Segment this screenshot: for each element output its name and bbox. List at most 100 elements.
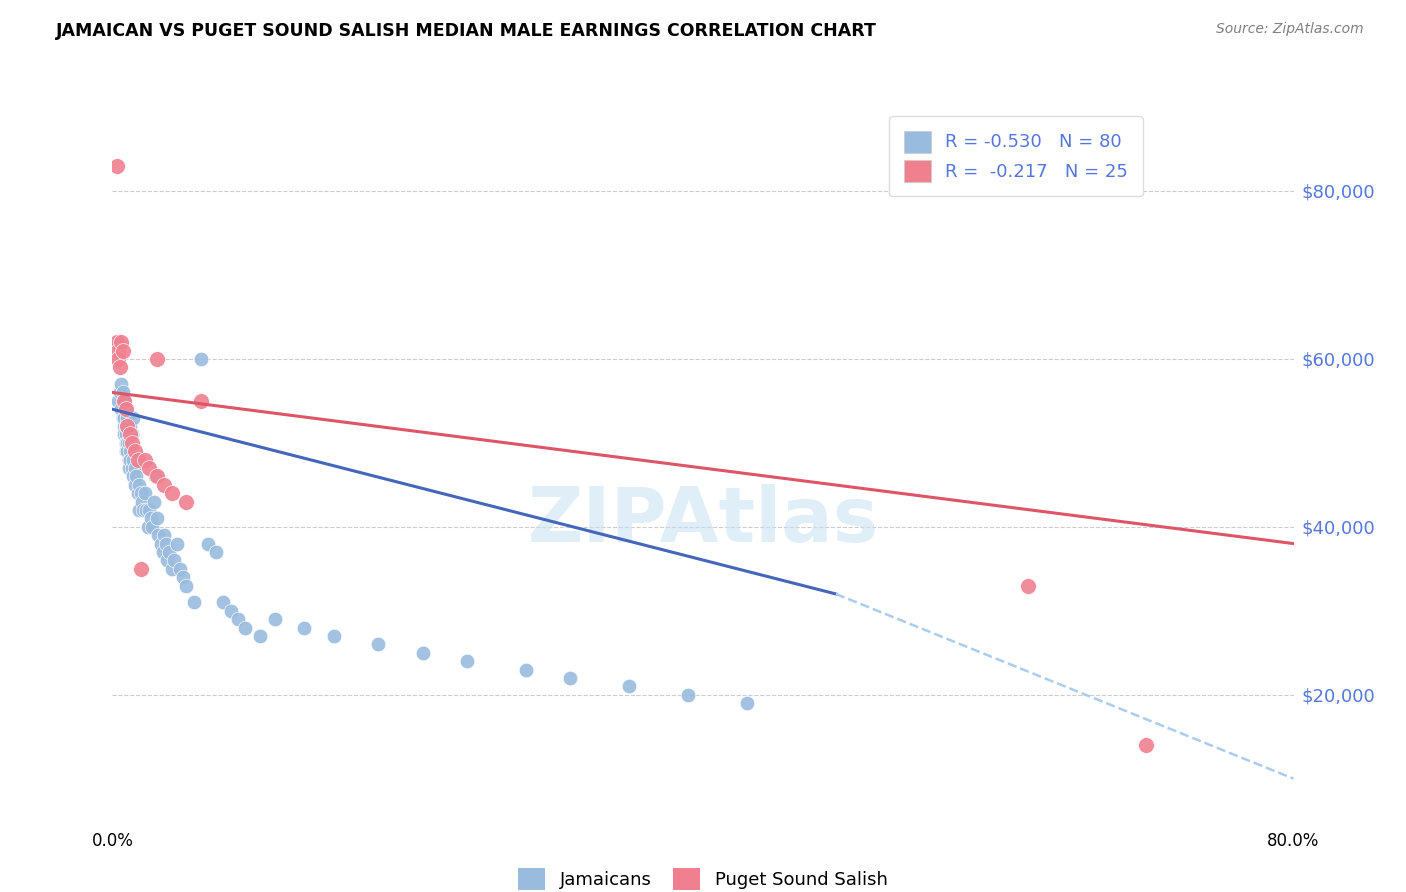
Point — [107, 393, 129, 408]
Point — [111, 385, 134, 400]
Point — [197, 536, 219, 550]
Point — [108, 385, 131, 400]
Point — [112, 427, 135, 442]
Legend: Jamaicans, Puget Sound Salish: Jamaicans, Puget Sound Salish — [510, 861, 896, 892]
Point — [111, 410, 134, 425]
Point — [128, 503, 150, 517]
Point — [172, 570, 194, 584]
Point — [132, 503, 155, 517]
Point — [128, 478, 150, 492]
Point — [127, 452, 149, 467]
Point — [121, 427, 143, 442]
Text: JAMAICAN VS PUGET SOUND SALISH MEDIAN MALE EARNINGS CORRELATION CHART: JAMAICAN VS PUGET SOUND SALISH MEDIAN MA… — [56, 22, 877, 40]
Point — [183, 595, 205, 609]
Point — [122, 410, 145, 425]
Point — [124, 461, 146, 475]
Point — [135, 503, 157, 517]
Point — [515, 663, 537, 677]
Point — [112, 419, 135, 434]
Point — [411, 646, 433, 660]
Point — [264, 612, 287, 626]
Point — [117, 419, 138, 434]
Point — [190, 351, 212, 366]
Point — [160, 486, 183, 500]
Point — [152, 545, 174, 559]
Point — [558, 671, 582, 685]
Point — [134, 486, 156, 500]
Text: Source: ZipAtlas.com: Source: ZipAtlas.com — [1216, 22, 1364, 37]
Point — [120, 444, 142, 458]
Point — [114, 444, 136, 458]
Point — [112, 410, 135, 425]
Point — [121, 435, 143, 450]
Point — [142, 494, 165, 508]
Point — [120, 427, 142, 442]
Point — [249, 629, 271, 643]
Point — [114, 427, 136, 442]
Point — [114, 435, 136, 450]
Point — [1017, 578, 1039, 592]
Point — [107, 351, 129, 366]
Point — [146, 351, 169, 366]
Point — [148, 528, 170, 542]
Point — [117, 435, 138, 450]
Point — [114, 402, 136, 417]
Point — [118, 435, 141, 450]
Point — [155, 536, 177, 550]
Point — [110, 335, 132, 350]
Point — [138, 503, 160, 517]
Point — [156, 553, 179, 567]
Point — [127, 486, 149, 500]
Point — [146, 511, 169, 525]
Point — [141, 520, 163, 534]
Point — [678, 688, 700, 702]
Point — [124, 478, 146, 492]
Text: ZIPAtlas: ZIPAtlas — [527, 484, 879, 558]
Point — [226, 612, 249, 626]
Point — [120, 452, 142, 467]
Point — [160, 562, 183, 576]
Point — [146, 469, 169, 483]
Point — [122, 469, 145, 483]
Point — [125, 469, 148, 483]
Point — [367, 637, 389, 651]
Point — [120, 419, 142, 434]
Point — [323, 629, 346, 643]
Point — [117, 444, 138, 458]
Point — [134, 452, 156, 467]
Point — [112, 393, 135, 408]
Point — [737, 696, 759, 710]
Point — [117, 410, 138, 425]
Point — [166, 536, 188, 550]
Point — [129, 562, 152, 576]
Point — [219, 604, 242, 618]
Point — [143, 469, 166, 483]
Point — [110, 377, 132, 392]
Point — [619, 679, 641, 693]
Point — [153, 478, 176, 492]
Point — [136, 520, 159, 534]
Point — [174, 494, 197, 508]
Point — [153, 528, 176, 542]
Point — [124, 444, 146, 458]
Point — [114, 419, 136, 434]
Point — [105, 159, 128, 173]
Point — [190, 393, 212, 408]
Point — [292, 621, 315, 635]
Point — [122, 452, 145, 467]
Point — [131, 494, 153, 508]
Point — [205, 545, 228, 559]
Point — [118, 461, 141, 475]
Point — [110, 402, 132, 417]
Point — [114, 402, 136, 417]
Point — [157, 545, 180, 559]
Point — [233, 621, 256, 635]
Point — [129, 486, 152, 500]
Point — [174, 578, 197, 592]
Point — [163, 553, 186, 567]
Point — [1135, 738, 1157, 752]
Point — [121, 461, 143, 475]
Point — [107, 343, 129, 358]
Point — [139, 511, 162, 525]
Point — [118, 452, 141, 467]
